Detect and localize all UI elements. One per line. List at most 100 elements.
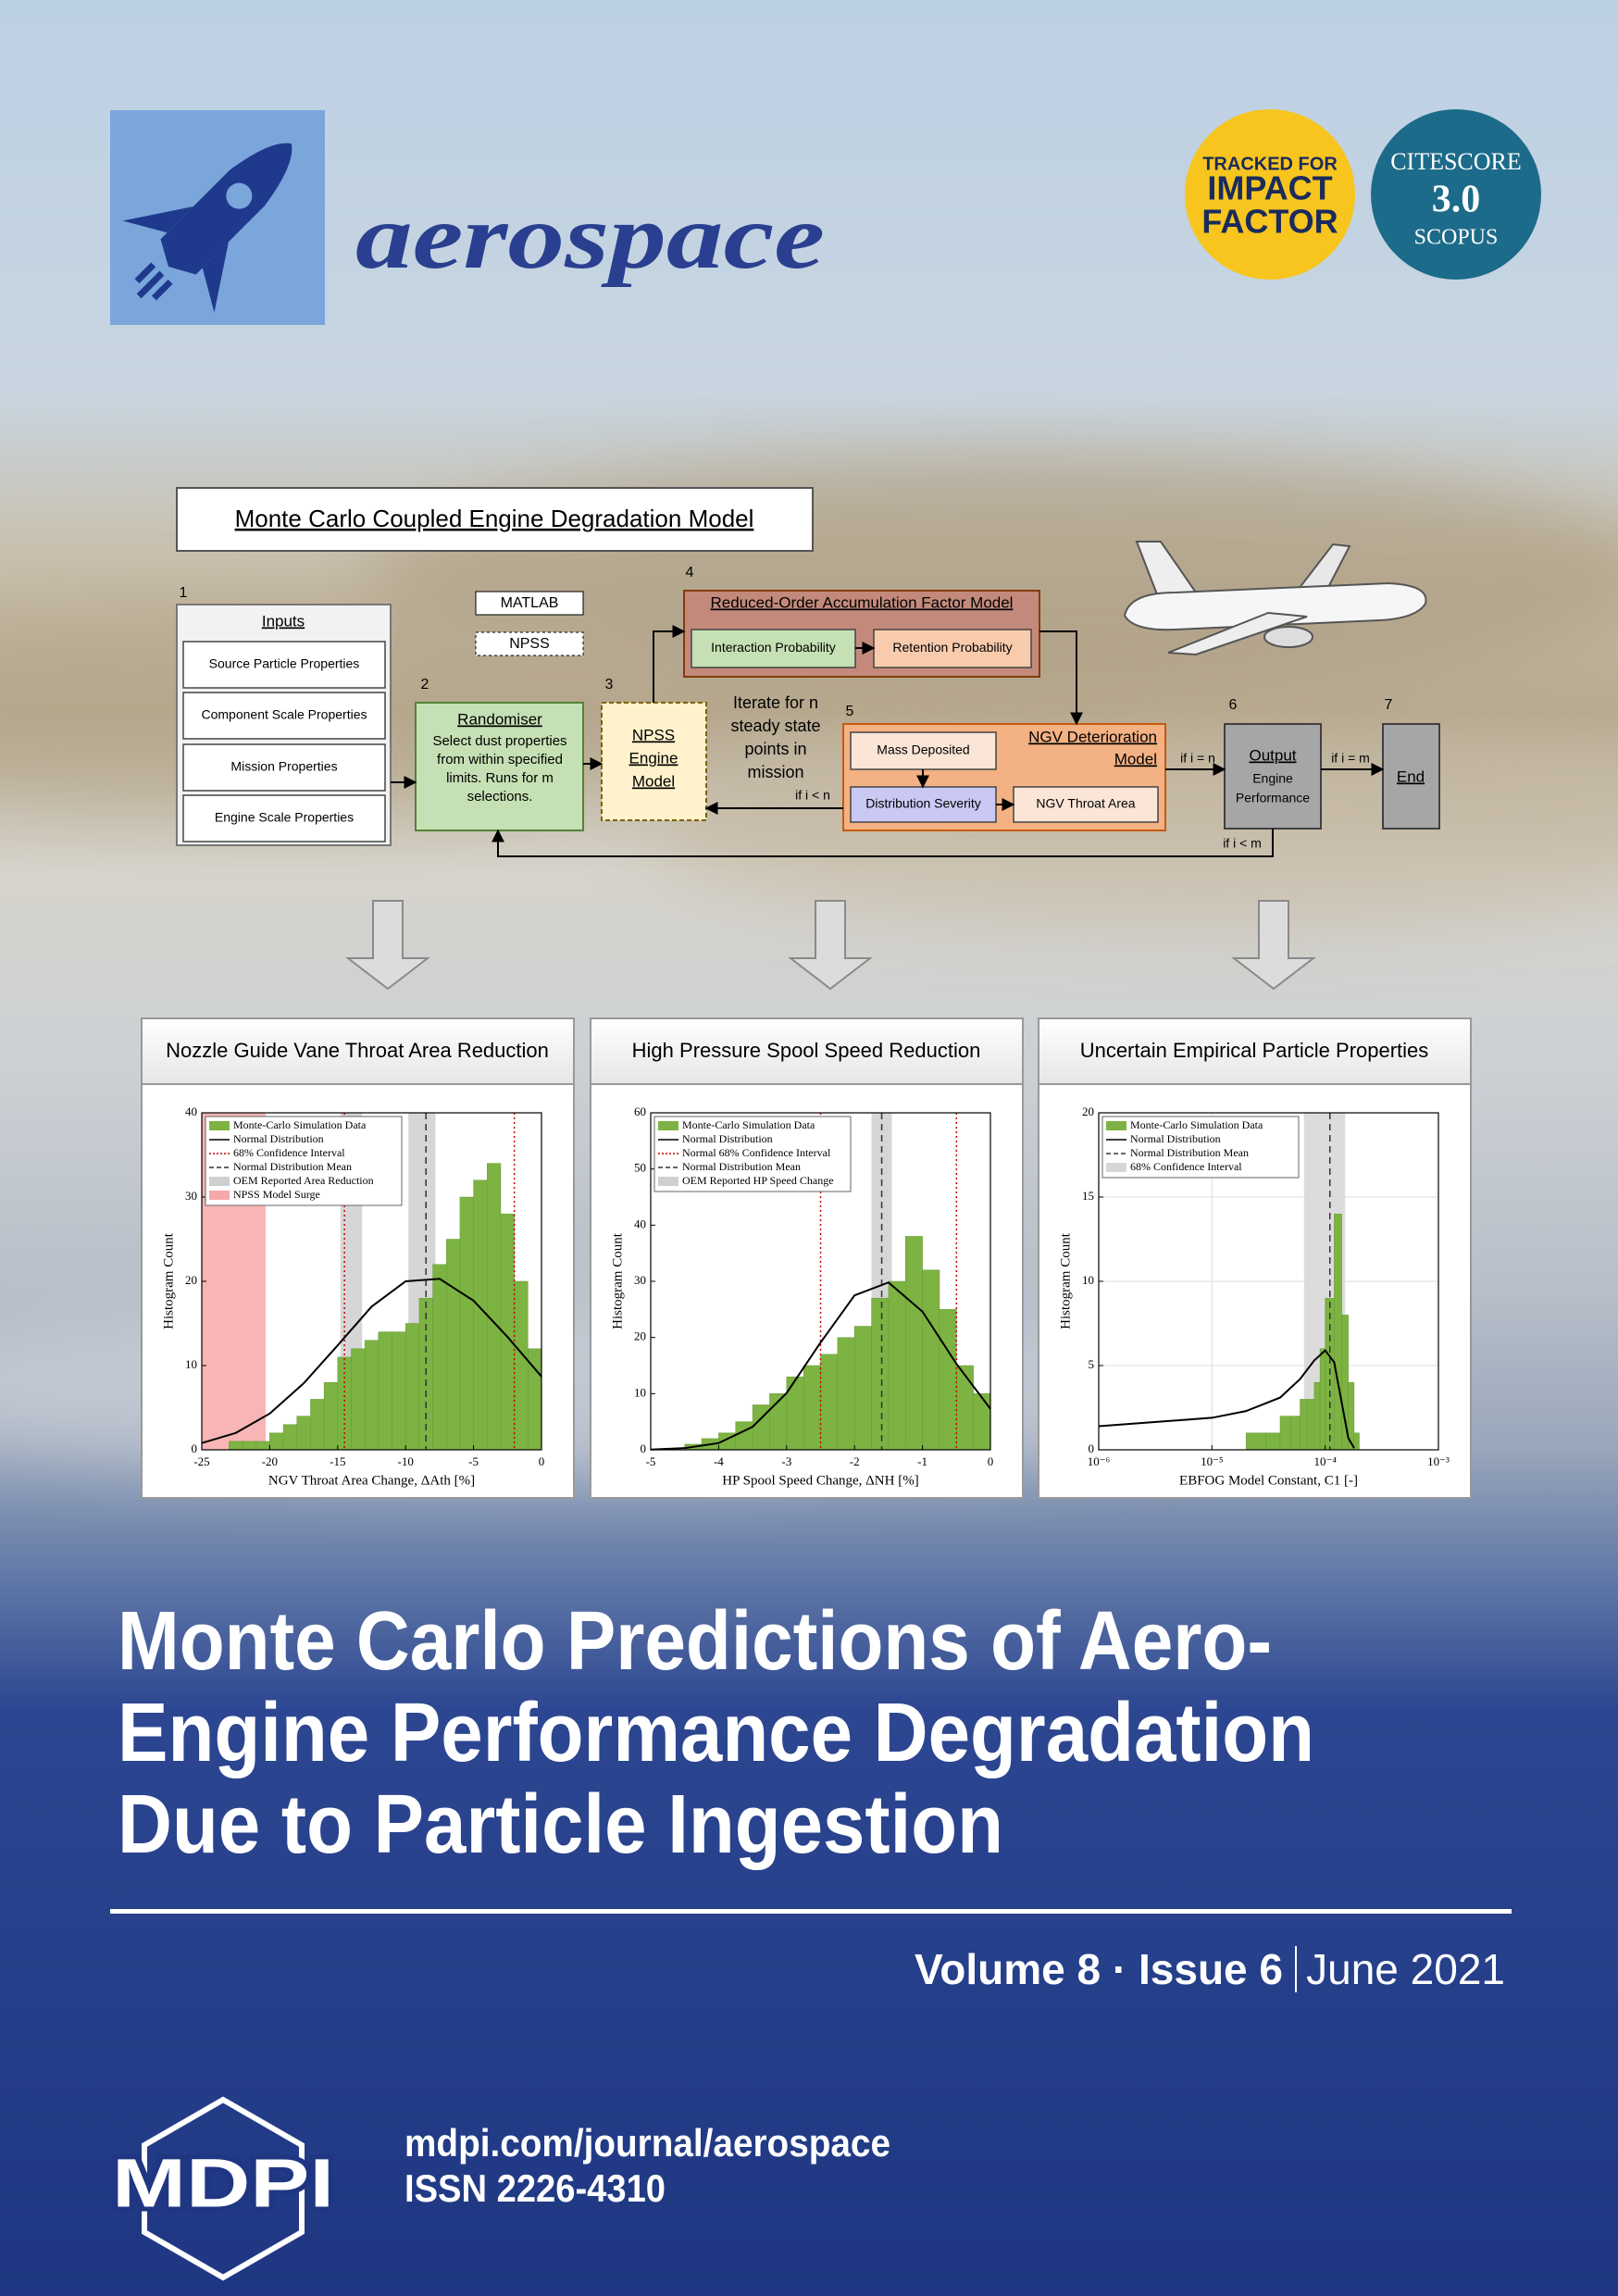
y-tick-label: 40 [634, 1217, 646, 1230]
x-tick-label: 10⁻⁴ [1313, 1454, 1337, 1468]
y-tick-label: 30 [634, 1273, 646, 1287]
diagram-title: Monte Carlo Coupled Engine Degradation M… [235, 505, 754, 532]
process-box [1224, 723, 1322, 830]
sub-box [182, 743, 386, 792]
edge-label: if i < n [795, 788, 830, 803]
box-text: selections. [467, 789, 533, 805]
step-number: 7 [1385, 697, 1393, 713]
note-text: points in [744, 740, 806, 758]
legend-label: Monte-Carlo Simulation Data [233, 1118, 367, 1131]
legend-swatch [209, 1191, 230, 1200]
histogram-bar [392, 1331, 406, 1451]
x-tick-label: 10⁻⁶ [1088, 1454, 1110, 1468]
y-tick-label: 30 [185, 1189, 197, 1203]
chart-title: High Pressure Spool Speed Reduction [632, 1039, 981, 1062]
sub-box [873, 629, 1032, 668]
histogram-bar [1313, 1381, 1321, 1451]
legend-label: Normal Distribution [682, 1132, 773, 1145]
legend-label: OEM Reported HP Speed Change [682, 1174, 834, 1187]
badge-text: FACTOR [1201, 203, 1338, 241]
histogram-bar [432, 1264, 447, 1451]
histogram-bar [853, 1326, 872, 1451]
y-tick-label: 10 [634, 1385, 646, 1399]
article-title: Engine Performance Degradation [118, 1687, 1314, 1779]
sub-box-label: Interaction Probability [711, 640, 836, 655]
legend-swatch [1106, 1121, 1126, 1130]
histogram-bar [735, 1421, 753, 1451]
legend-swatch [209, 1177, 230, 1186]
sub-box [182, 794, 386, 842]
histogram-bar [514, 1280, 529, 1451]
badge-text: TRACKED FOR [1202, 154, 1338, 174]
histogram-bar [445, 1239, 461, 1451]
box-label: Model [632, 772, 675, 790]
badge-text: CITESCORE [1390, 148, 1522, 175]
x-tick-label: -3 [781, 1454, 791, 1468]
y-tick-label: 20 [185, 1273, 197, 1287]
y-tick-label: 10 [185, 1357, 197, 1371]
legend-box [205, 1116, 403, 1206]
histogram-bar [282, 1424, 298, 1451]
legend-label: Monte-Carlo Simulation Data [682, 1118, 815, 1131]
sub-box-label: Distribution Severity [865, 796, 981, 811]
sub-box-label: NGV Throat Area [1036, 796, 1135, 811]
y-tick-label: 15 [1082, 1189, 1094, 1203]
airplane [1123, 541, 1427, 656]
legend-label: 68% Confidence Interval [1130, 1160, 1242, 1173]
y-tick-label: 40 [185, 1104, 197, 1118]
histogram-bar [803, 1365, 821, 1451]
sub-box-label: Component Scale Properties [202, 707, 367, 722]
histogram-bar [255, 1441, 270, 1451]
step-number: 5 [846, 704, 854, 719]
box-label: Reduced-Order Accumulation Factor Model [711, 593, 1014, 611]
connector [653, 625, 686, 703]
x-tick-label: -5 [468, 1454, 479, 1468]
x-tick-label: -5 [646, 1454, 656, 1468]
sub-box-label: Source Particle Properties [209, 656, 360, 671]
box-text: from within specified [437, 752, 563, 767]
x-tick-label: -2 [850, 1454, 860, 1468]
histogram-bar [1265, 1432, 1281, 1451]
histogram-bar [1334, 1213, 1342, 1451]
histogram-bar [310, 1399, 325, 1451]
chart-header [141, 1017, 575, 1085]
histogram-bar [364, 1340, 380, 1451]
issue-date: June 2021 [1306, 1945, 1505, 1993]
x-tick-label: -10 [398, 1454, 414, 1468]
note-text: steady state [730, 717, 820, 735]
citescore-badge [1371, 109, 1541, 280]
legend-label: NPSS [509, 636, 550, 652]
divider [110, 1909, 1512, 1914]
issn: ISSN 2226-4310 [404, 2166, 666, 2210]
chart-title: Uncertain Empirical Particle Properties [1080, 1039, 1429, 1062]
box-label: Model [1114, 750, 1157, 767]
y-axis-label: Histogram Count [1058, 1232, 1073, 1329]
histogram-bar [922, 1269, 940, 1451]
box-label: Engine [629, 749, 678, 767]
histogram-bar [459, 1196, 474, 1451]
step-number: 4 [686, 565, 694, 580]
y-tick-label: 20 [1082, 1104, 1094, 1118]
sub-box [182, 692, 386, 740]
histogram-bar [1245, 1432, 1266, 1451]
histogram-bar [1319, 1348, 1326, 1451]
chart-panel [1038, 1017, 1472, 1499]
histogram-bar [229, 1441, 243, 1451]
impact-badge [1185, 109, 1355, 280]
edge-label: if i = n [1180, 751, 1215, 766]
box-label: NPSS [632, 726, 675, 743]
legend-box [1101, 1116, 1300, 1179]
issue-volume: Volume 8 · Issue 6 [915, 1945, 1283, 1993]
step-number: 2 [421, 677, 429, 693]
y-tick-label: 0 [192, 1441, 198, 1455]
legend-box [653, 1116, 852, 1192]
y-tick-label: 50 [634, 1161, 646, 1175]
sub-box [1013, 786, 1159, 823]
box-text: limits. Runs for m [446, 770, 554, 786]
legend-swatch [658, 1177, 678, 1186]
legend-label: 68% Confidence Interval [233, 1146, 345, 1159]
histogram-bar [487, 1163, 502, 1451]
down-arrows [345, 900, 1316, 991]
legend-label: Normal Distribution Mean [1130, 1146, 1249, 1159]
badge-text: 3.0 [1432, 179, 1481, 221]
